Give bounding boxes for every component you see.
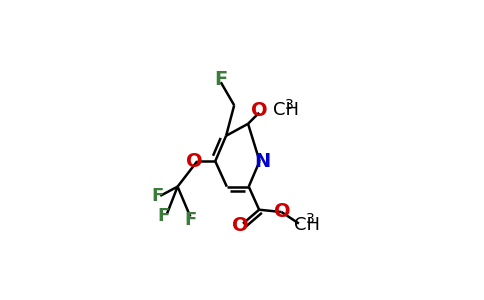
Text: O: O	[274, 202, 290, 221]
Text: N: N	[254, 152, 270, 171]
Text: O: O	[251, 101, 268, 120]
Text: F: F	[151, 187, 164, 205]
Text: 3: 3	[285, 98, 294, 112]
Text: F: F	[184, 211, 197, 229]
Text: CH: CH	[294, 216, 320, 234]
Text: O: O	[232, 216, 248, 236]
Text: F: F	[158, 207, 170, 225]
Text: 3: 3	[306, 212, 315, 226]
Text: CH: CH	[273, 101, 300, 119]
Text: O: O	[186, 152, 203, 171]
Text: F: F	[214, 70, 227, 89]
